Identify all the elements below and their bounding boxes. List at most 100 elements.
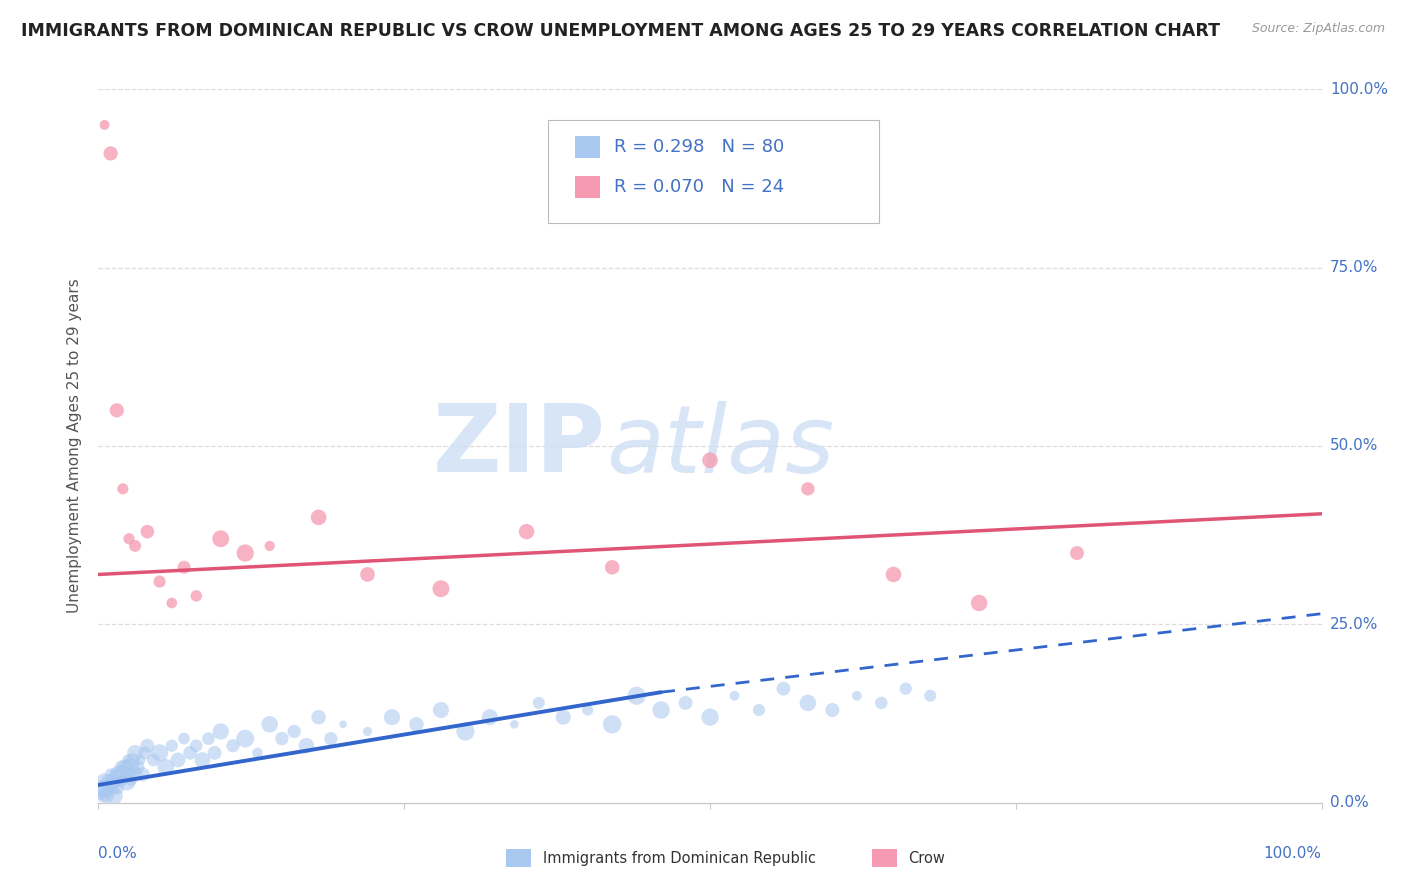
Point: [600, 717, 623, 731]
Point: [105, 403, 128, 417]
Point: [114, 760, 136, 774]
Point: [122, 767, 145, 781]
Point: [90, 789, 112, 803]
Point: [845, 689, 868, 703]
Point: [308, 710, 330, 724]
Point: [405, 717, 427, 731]
Point: [100, 146, 122, 161]
Point: [967, 596, 990, 610]
Point: [797, 482, 820, 496]
Point: [136, 739, 159, 753]
Point: [797, 696, 820, 710]
Point: [319, 731, 342, 746]
Point: [96, 789, 118, 803]
Text: atlas: atlas: [606, 401, 834, 491]
Point: [259, 539, 281, 553]
Point: [103, 789, 125, 803]
Point: [233, 731, 256, 746]
Point: [222, 739, 245, 753]
Point: [332, 717, 354, 731]
Point: [142, 753, 165, 767]
Point: [173, 560, 195, 574]
Point: [91, 781, 114, 796]
Point: [111, 760, 134, 774]
Point: [675, 696, 697, 710]
Point: [356, 567, 378, 582]
Point: [118, 767, 141, 781]
Point: [117, 753, 139, 767]
Point: [699, 710, 721, 724]
Point: [308, 510, 330, 524]
Point: [120, 760, 142, 774]
Point: [430, 703, 453, 717]
Text: 0.0%: 0.0%: [98, 846, 138, 861]
Text: Immigrants from Dominican Republic: Immigrants from Dominican Republic: [543, 851, 815, 865]
Point: [197, 731, 219, 746]
Y-axis label: Unemployment Among Ages 25 to 29 years: Unemployment Among Ages 25 to 29 years: [67, 278, 83, 614]
Point: [920, 689, 942, 703]
Point: [149, 746, 172, 760]
Point: [650, 703, 672, 717]
Point: [723, 689, 745, 703]
Point: [104, 767, 127, 781]
Text: R = 0.070   N = 24: R = 0.070 N = 24: [614, 178, 785, 196]
Point: [283, 724, 305, 739]
Point: [112, 774, 135, 789]
Point: [111, 482, 134, 496]
Point: [191, 753, 214, 767]
Point: [173, 731, 195, 746]
Point: [94, 781, 117, 796]
Point: [748, 703, 770, 717]
Point: [124, 746, 146, 760]
Text: 25.0%: 25.0%: [1330, 617, 1378, 632]
Point: [98, 781, 121, 796]
Point: [454, 724, 477, 739]
Point: [111, 767, 134, 781]
Point: [270, 731, 294, 746]
Text: IMMIGRANTS FROM DOMINICAN REPUBLIC VS CROW UNEMPLOYMENT AMONG AGES 25 TO 29 YEAR: IMMIGRANTS FROM DOMINICAN REPUBLIC VS CR…: [21, 22, 1220, 40]
Point: [105, 774, 128, 789]
Point: [233, 546, 256, 560]
Text: 50.0%: 50.0%: [1330, 439, 1378, 453]
Point: [894, 681, 917, 696]
Point: [553, 710, 575, 724]
Point: [699, 453, 721, 467]
Point: [108, 767, 131, 781]
Point: [821, 703, 844, 717]
Point: [356, 724, 378, 739]
Point: [110, 774, 132, 789]
Point: [93, 118, 115, 132]
Text: Crow: Crow: [908, 851, 945, 865]
Point: [516, 524, 538, 539]
Text: ZIP: ZIP: [433, 400, 606, 492]
Point: [209, 532, 232, 546]
Point: [100, 767, 122, 781]
Point: [478, 710, 501, 724]
Point: [118, 532, 141, 546]
Point: [97, 774, 120, 789]
Point: [149, 574, 172, 589]
Point: [124, 539, 146, 553]
Point: [1066, 546, 1088, 560]
Point: [131, 767, 153, 781]
Point: [576, 703, 599, 717]
Point: [209, 724, 232, 739]
Point: [259, 717, 281, 731]
Point: [204, 746, 226, 760]
Point: [600, 560, 623, 574]
Point: [186, 739, 208, 753]
Point: [167, 753, 190, 767]
Point: [91, 789, 114, 803]
Point: [430, 582, 453, 596]
Point: [127, 760, 149, 774]
Point: [107, 781, 129, 796]
Text: 100.0%: 100.0%: [1330, 82, 1388, 96]
Point: [101, 781, 124, 796]
Text: 100.0%: 100.0%: [1264, 846, 1322, 861]
Text: Source: ZipAtlas.com: Source: ZipAtlas.com: [1251, 22, 1385, 36]
Point: [115, 774, 138, 789]
Point: [101, 774, 124, 789]
Point: [870, 696, 893, 710]
Point: [120, 774, 142, 789]
Point: [503, 717, 526, 731]
